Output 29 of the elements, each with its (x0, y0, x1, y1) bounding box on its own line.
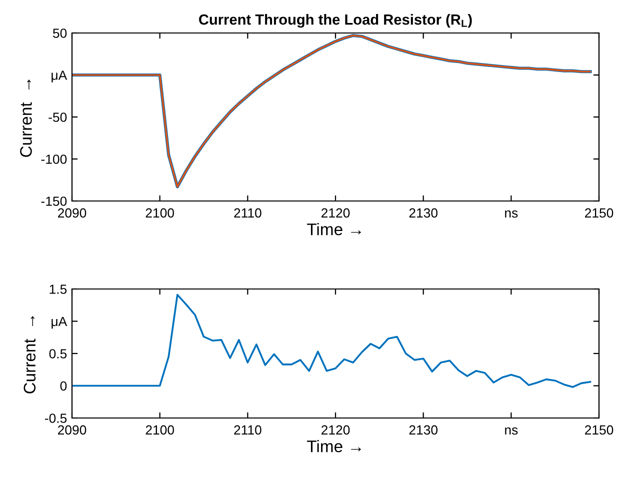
x-tick-label: 2130 (409, 425, 438, 435)
y-tick-label: 0.5 (49, 349, 67, 358)
x-tick-label: 2100 (146, 208, 174, 218)
y-tick-label: 1.5 (50, 284, 67, 294)
y-tick-label: μA (52, 70, 68, 82)
x-tick-label: ns (505, 427, 518, 435)
y-tick-label: -150 (41, 196, 67, 206)
x-tick-label: 2100 (146, 425, 174, 435)
y-tick-label: -0.5 (44, 414, 67, 423)
y-axis-title: Current → (24, 316, 36, 394)
x-tick-label: 2150 (584, 208, 614, 218)
y-tick-label: μA (52, 316, 68, 329)
x-tick-label: 2120 (321, 208, 350, 218)
y-axis-title: Current → (20, 80, 32, 157)
x-tick-label: 2150 (584, 425, 614, 435)
x-tick-label: 2120 (321, 425, 350, 435)
x-axis-title: Time → (307, 440, 361, 452)
x-axis-title: Time → (307, 223, 361, 236)
y-tick-label: -100 (41, 154, 67, 164)
y-tick-label: 0 (60, 381, 67, 391)
chart-title: Current Through the Load Resistor (R$_{L}$) (199, 14, 472, 28)
y-tick-label: -50 (48, 112, 67, 122)
x-tick-label: 2110 (234, 208, 262, 218)
x-tick-label: ns (505, 210, 518, 218)
y-tick-label: 50 (52, 28, 67, 38)
x-tick-label: 2090 (58, 425, 86, 435)
x-tick-label: 2110 (234, 425, 262, 435)
x-tick-label: 2090 (58, 208, 86, 218)
x-tick-label: 2130 (409, 208, 438, 218)
